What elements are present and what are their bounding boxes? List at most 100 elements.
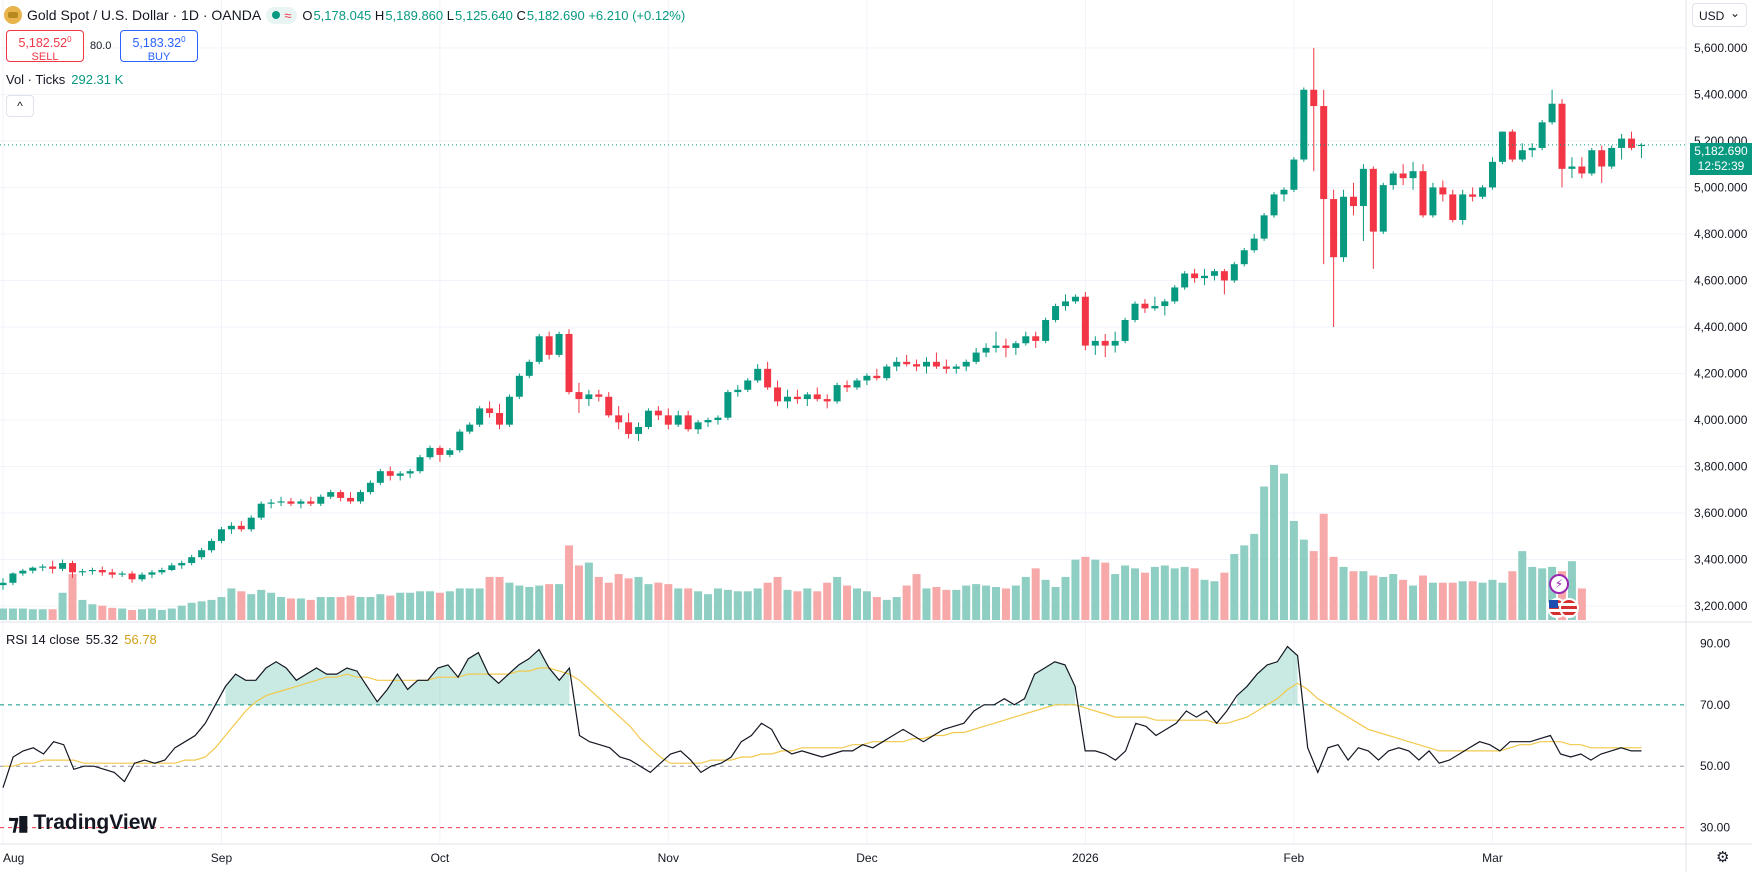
settings-gear-icon[interactable]: ⚙ [1716,849,1730,866]
volume-bar [58,592,67,620]
flash-event-icon[interactable]: ⚡ [1549,574,1569,594]
symbol-header[interactable]: Gold Spot / U.S. Dollar · 1D · OANDA ≈ O… [4,4,685,26]
candle-body [605,396,613,416]
rsi-legend[interactable]: RSI 14 close 55.32 56.78 [6,632,157,647]
volume-bar [892,597,901,620]
buy-button[interactable]: 5,183.320 BUY [120,30,198,63]
market-status-pill[interactable]: ≈ [266,6,298,24]
candle-body [1469,194,1477,197]
volume-bar [68,574,77,620]
us-flag-event-icon-2[interactable] [1559,598,1579,618]
volume-bar [157,609,166,620]
sell-button[interactable]: 5,182.520 SELL [6,30,84,63]
volume-bar [1160,565,1169,620]
volume-bar [78,599,87,620]
price-axis-tick: 5,400.000 [1694,87,1748,101]
candle-body [843,385,851,388]
volume-bar [88,604,97,620]
volume-bar [1260,486,1269,620]
volume-bar [555,584,564,620]
volume-bar [594,576,603,620]
rsi-ma-line [3,667,1642,767]
candle-body [39,566,47,568]
spread-value: 80.0 [90,40,112,52]
candle-body [168,565,176,570]
candle-body [446,450,454,455]
candle-body [952,366,960,369]
candle-body [1131,303,1139,320]
tradingview-logo[interactable]: ⁊▮ TradingView [8,810,157,836]
volume-bar [1567,561,1576,620]
volume-bar [1121,565,1130,620]
candle-body [1280,189,1288,195]
volume-bar [634,576,643,620]
volume-bar [316,597,325,620]
candle-body [873,375,881,379]
volume-bar [1329,556,1338,620]
market-open-icon [272,11,281,19]
symbol-title[interactable]: Gold Spot / U.S. Dollar · 1D · OANDA [27,7,262,23]
candle-body [1091,340,1099,346]
rsi-axis-tick: 30.00 [1700,821,1730,835]
candle-body [1201,275,1209,279]
volume-bar [1508,571,1517,620]
candle-body [1608,147,1616,167]
candle-body [1300,89,1308,160]
volume-bar [366,597,375,620]
volume-bar [1339,566,1348,620]
candle-body [237,525,245,530]
volume-bar [942,589,951,620]
volume-bar [1319,513,1328,620]
candle-body [972,352,980,362]
candle-body [1330,199,1338,258]
gold-symbol-icon [4,6,22,24]
volume-bar [1538,568,1547,620]
price-axis-tick: 4,200.000 [1694,366,1748,380]
volume-bar [0,608,7,620]
data-flag-icon: ≈ [284,7,292,23]
candle-body [327,492,335,497]
candle-body [456,431,464,451]
candle-body [1210,271,1218,276]
volume-bar [187,602,196,620]
time-axis-tick: Sep [211,851,233,865]
candle-body [625,422,633,434]
candle-body [29,567,37,571]
price-axis-tick: 5,600.000 [1694,41,1748,55]
candle-body [932,361,940,367]
candle-body [49,566,57,569]
currency-selector[interactable]: USD [1692,1,1747,27]
volume-bar [286,598,295,620]
candle-body [337,492,345,498]
candle-body [1220,271,1228,281]
volume-bar [1389,574,1398,620]
rsi-ma-value: 56.78 [124,632,157,647]
volume-bar [48,609,57,620]
candle-body [714,417,722,420]
price-axis-tick: 3,800.000 [1694,460,1748,474]
volume-bar [177,605,186,620]
volume-bar [823,582,832,620]
candle-body [1250,238,1258,251]
volume-bar [1289,520,1298,620]
volume-bar [1478,582,1487,620]
volume-bar [843,585,852,620]
grid-lines [0,0,1685,843]
candle-body [545,336,553,355]
volume-bar [138,609,147,620]
candle-body [98,570,106,573]
volume-bar [614,574,623,620]
volume-legend[interactable]: Vol · Ticks 292.31 K [6,72,124,87]
time-axis-tick: Aug [3,851,24,865]
volume-bar [882,599,891,620]
collapse-legend-button[interactable]: ^ [6,95,34,117]
volume-bar [396,592,405,620]
candle-body [1449,194,1457,220]
candle-body [9,573,17,583]
volume-bar [267,592,276,620]
candle-body [1052,306,1060,320]
candle-body [684,415,692,430]
rsi-line [2,645,1642,788]
candle-body [1032,336,1040,341]
